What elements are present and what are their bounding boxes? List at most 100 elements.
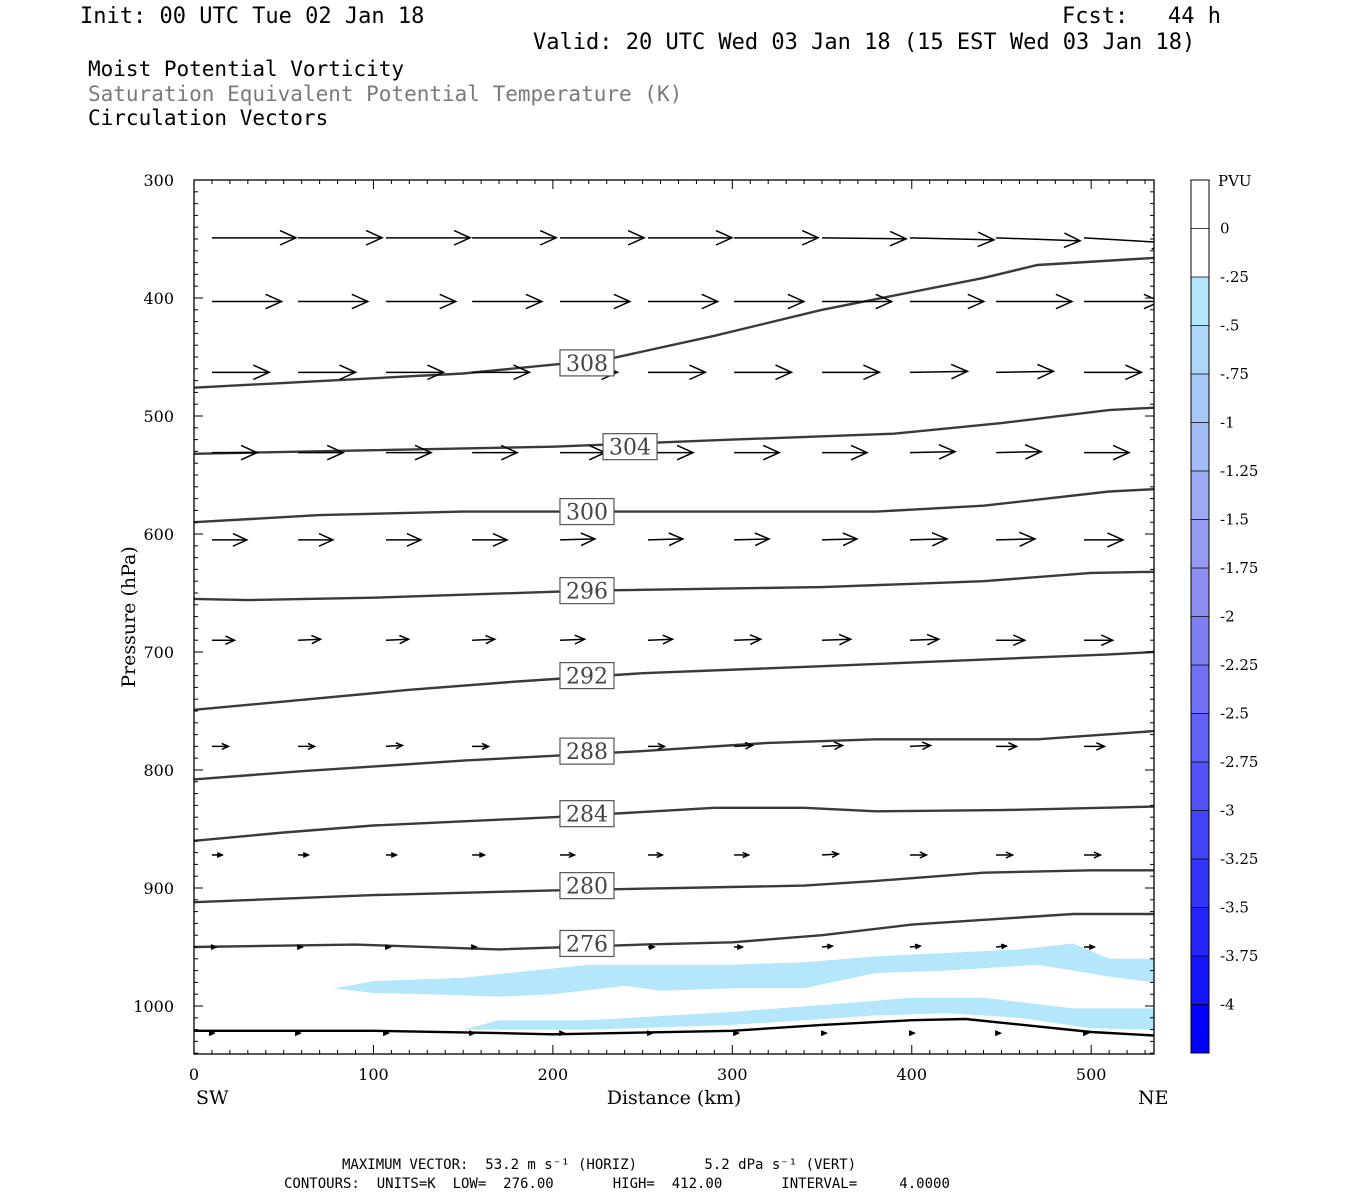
circulation-vector-head	[736, 944, 745, 950]
colorbar-cell	[1191, 228, 1209, 277]
circulation-vector-head	[492, 532, 509, 547]
circulation-vector-head	[395, 742, 405, 750]
contour-label-308: 308	[559, 349, 615, 377]
colorbar-label: -3	[1220, 802, 1235, 820]
circulation-vector	[734, 229, 821, 246]
colorbar-label: -2	[1220, 608, 1235, 626]
contour-label-300: 300	[559, 497, 615, 526]
colorbar-label: -.5	[1220, 317, 1239, 335]
circulation-vector	[647, 229, 734, 246]
circulation-vector-shaft	[560, 538, 595, 541]
contour-label-text: 288	[566, 740, 608, 765]
x-end-label-left: SW	[196, 1087, 229, 1109]
circulation-vector	[822, 364, 882, 381]
circulation-vector-head	[749, 634, 763, 646]
colorbar-label: -.25	[1220, 268, 1249, 286]
circulation-vector-head	[468, 1030, 477, 1037]
y-tick-label: 1000	[133, 997, 174, 1016]
contour-label-288: 288	[559, 737, 615, 765]
circulation-vector	[734, 741, 755, 750]
circulation-vector-shaft	[298, 638, 321, 641]
circulation-vector-head	[208, 1030, 216, 1037]
circulation-vector	[385, 634, 411, 645]
circulation-vector-head	[744, 741, 755, 750]
colorbar-cell	[1191, 956, 1209, 1005]
circulation-vector	[734, 851, 751, 859]
circulation-vector-head	[225, 635, 237, 645]
theta-es-contour-288	[194, 729, 1154, 781]
circulation-vector	[1084, 634, 1115, 647]
circulation-vector-head	[539, 229, 559, 246]
colorbar-label: -.75	[1220, 365, 1249, 383]
mpv-region-1	[463, 997, 1154, 1030]
circulation-vector	[996, 634, 1027, 647]
circulation-vector	[210, 944, 218, 950]
circulation-vector	[560, 229, 646, 246]
circulation-vector-head	[453, 229, 472, 246]
circulation-vector-head	[479, 852, 487, 858]
y-axis-title: Pressure (hPa)	[118, 546, 140, 688]
contour-info-line: CONTOURS: UNITS=K LOW= 276.00 HIGH= 412.…	[284, 1176, 950, 1192]
circulation-vector-head	[568, 851, 577, 859]
circulation-vector	[909, 532, 949, 547]
circulation-vector-head	[656, 851, 665, 859]
circulation-vector-shaft	[909, 744, 931, 748]
circulation-vector-head	[311, 634, 323, 645]
circulation-vector-head	[525, 293, 544, 310]
circulation-vector-shaft	[909, 538, 947, 541]
colorbar-cell	[1191, 713, 1209, 762]
circulation-vector-head	[914, 943, 923, 950]
circulation-vector	[1084, 444, 1131, 461]
circulation-vector-head	[470, 944, 479, 950]
circulation-vector	[298, 364, 358, 381]
circulation-vector-shaft	[560, 638, 585, 641]
y-tick-label: 500	[143, 407, 174, 426]
circulation-vector	[211, 852, 225, 858]
y-tick-label: 900	[143, 879, 174, 898]
valid-time: Valid: 20 UTC Wed 03 Jan 18 (15 EST Wed …	[533, 30, 1196, 55]
contour-label-box	[559, 497, 615, 526]
circulation-vector	[386, 293, 458, 310]
circulation-vector-shaft	[909, 370, 968, 374]
circulation-vector	[382, 1030, 390, 1037]
circulation-vector-head	[938, 444, 957, 460]
circulation-vector	[472, 229, 559, 246]
circulation-vector-shaft	[996, 538, 1036, 541]
circulation-vector-shaft	[734, 538, 769, 541]
circulation-vector-head	[513, 364, 532, 381]
x-tick-label: 0	[189, 1065, 199, 1084]
circulation-vector-head	[500, 444, 520, 461]
colorbar-cell	[1191, 859, 1209, 908]
circulation-vector	[472, 634, 497, 645]
contour-label-text: 304	[609, 436, 651, 461]
circulation-vector-head	[439, 293, 458, 310]
circulation-vector	[909, 293, 986, 310]
circulation-vector-head	[574, 634, 587, 645]
circulation-vector-head	[427, 364, 446, 381]
circulation-vector-head	[399, 634, 411, 645]
circulation-vector-head	[831, 850, 841, 858]
circulation-vector-head	[265, 293, 284, 310]
circulation-vector	[994, 1030, 1003, 1037]
circulation-vector	[647, 364, 708, 381]
x-tick-label: 300	[717, 1065, 748, 1084]
contour-label-284: 284	[559, 800, 615, 828]
mpv-fill-layer	[334, 943, 1154, 1030]
circulation-vector	[822, 293, 894, 310]
circulation-vector	[647, 742, 667, 751]
circulation-vector-shaft	[647, 638, 673, 641]
contour-label-box	[559, 872, 615, 900]
colorbar-cell	[1191, 762, 1209, 811]
theta-es-contour-layer	[194, 256, 1154, 1037]
circulation-vector-head	[1019, 531, 1037, 547]
colorbar-cell	[1191, 568, 1209, 617]
circulation-vector-head	[1100, 634, 1115, 647]
circulation-vector-head	[787, 293, 806, 310]
circulation-vector	[647, 851, 665, 859]
circulation-vector	[909, 363, 970, 380]
circulation-vector	[211, 293, 284, 310]
circulation-vector	[909, 444, 957, 460]
contour-label-box	[602, 433, 658, 461]
circulation-vector-head	[1112, 444, 1131, 461]
colorbar-cell	[1191, 907, 1209, 956]
